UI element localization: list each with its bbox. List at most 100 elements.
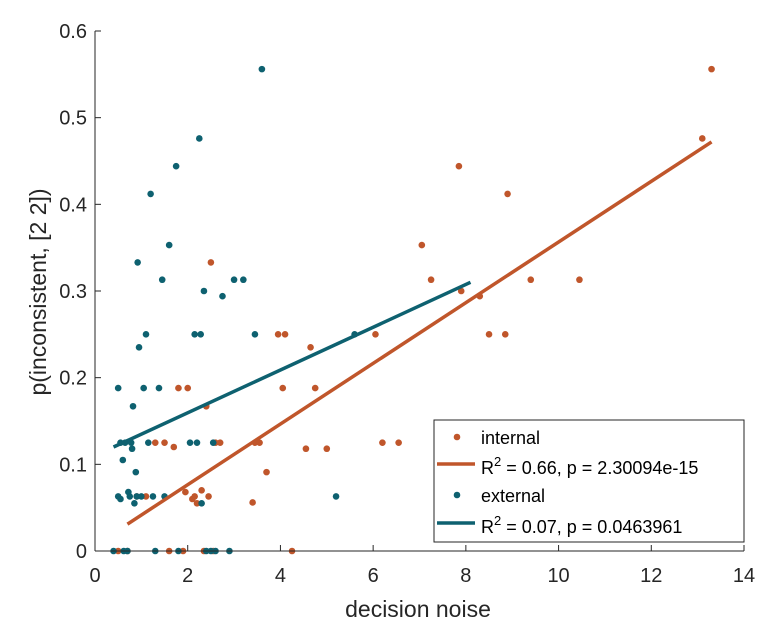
internal-point — [274, 331, 282, 338]
internal-point — [216, 439, 224, 446]
internal-point — [175, 384, 182, 392]
internal-point — [323, 445, 331, 453]
x-axis-label: decision noise — [345, 596, 491, 622]
legend: internal R2 = 0.66, p = 2.30094e-15 exte… — [433, 419, 745, 543]
axes: 0 2 4 6 8 10 12 14 0 0.1 0.2 0.3 0.4 0.5 0.6 — [59, 21, 755, 587]
x-tick-label: 6 — [368, 565, 379, 587]
legend-internal-label: internal — [481, 428, 540, 448]
external-point — [155, 384, 163, 392]
external-point — [126, 493, 134, 500]
external-series — [110, 65, 358, 555]
internal-point — [198, 487, 205, 494]
internal-point — [457, 287, 465, 295]
x-tick-label: 2 — [182, 565, 193, 587]
internal-point — [307, 344, 314, 351]
legend-internal-marker — [453, 433, 461, 441]
internal-fit-line — [126, 140, 713, 526]
x-tick-label: 10 — [547, 565, 569, 587]
internal-point — [256, 439, 263, 446]
legend-external-marker — [453, 491, 461, 499]
internal-point — [708, 65, 715, 73]
internal-point — [279, 384, 287, 392]
external-point — [149, 493, 157, 500]
y-axis-label: p(inconsistent, [2 2]) — [25, 188, 51, 395]
internal-point — [249, 499, 256, 506]
internal-point — [311, 384, 319, 392]
external-point — [219, 292, 226, 300]
y-tick-label: 0.1 — [59, 454, 87, 476]
external-point — [186, 439, 194, 446]
internal-point — [302, 445, 310, 453]
legend-external-fit-prefix: R — [481, 517, 494, 537]
internal-point — [395, 439, 402, 446]
legend-internal-fit-label: R2 = 0.66, p = 2.30094e-15 — [481, 454, 698, 478]
legend-external-fit-stats: = 0.07, p = 0.0463961 — [501, 517, 682, 537]
legend-box — [433, 419, 745, 543]
external-point — [145, 439, 152, 446]
internal-point — [501, 331, 509, 338]
external-point — [258, 65, 266, 73]
external-point — [114, 384, 122, 392]
external-point — [135, 344, 143, 351]
internal-point — [576, 276, 583, 284]
external-point — [240, 276, 247, 284]
external-point — [140, 384, 147, 392]
legend-external-label: external — [481, 486, 545, 506]
internal-point — [207, 259, 215, 266]
y-tick-label: 0.5 — [59, 108, 87, 130]
x-tick-label: 12 — [640, 565, 662, 587]
y-tick-label: 0 — [76, 541, 87, 563]
internal-point — [142, 493, 150, 500]
external-point — [132, 468, 140, 476]
external-point — [196, 135, 203, 142]
external-point — [133, 493, 141, 500]
external-point — [117, 495, 124, 503]
external-point — [142, 331, 150, 338]
internal-point — [527, 276, 535, 284]
external-point — [147, 190, 154, 198]
x-tick-label: 0 — [89, 565, 100, 587]
legend-internal-fit-stats: = 0.66, p = 2.30094e-15 — [501, 458, 698, 478]
external-point — [128, 445, 136, 453]
external-point — [197, 331, 204, 338]
internal-point — [455, 162, 463, 170]
internal-point — [263, 468, 270, 476]
legend-internal-fit-superscript: 2 — [494, 454, 501, 469]
external-point — [251, 331, 259, 338]
external-point — [193, 439, 201, 446]
x-tick-label: 14 — [733, 565, 755, 587]
external-point — [138, 493, 145, 500]
external-point — [209, 439, 217, 446]
internal-point — [191, 493, 198, 500]
legend-external-fit-label: R2 = 0.07, p = 0.0463961 — [481, 513, 682, 537]
legend-external-fit-superscript: 2 — [494, 513, 501, 528]
external-point — [119, 456, 127, 464]
x-tick-label: 8 — [460, 565, 471, 587]
internal-point — [170, 443, 178, 451]
external-fit-line — [112, 280, 472, 449]
external-point — [198, 500, 205, 507]
y-tick-label: 0.6 — [59, 21, 87, 43]
internal-point — [485, 331, 493, 338]
internal-point — [372, 331, 379, 338]
internal-point — [184, 384, 192, 392]
external-point — [134, 259, 141, 266]
internal-point — [151, 439, 159, 446]
external-point — [230, 276, 238, 284]
internal-point — [504, 190, 511, 198]
internal-point — [698, 135, 706, 142]
internal-point — [379, 439, 386, 446]
x-tick-label: 4 — [275, 565, 286, 587]
external-point — [172, 162, 180, 170]
external-point — [165, 241, 173, 249]
internal-point — [418, 241, 426, 249]
internal-point — [182, 488, 189, 496]
external-point — [191, 331, 198, 338]
external-point — [200, 287, 208, 295]
internal-point — [427, 276, 435, 284]
external-point — [129, 402, 137, 410]
external-point — [131, 500, 138, 507]
internal-point — [281, 331, 289, 338]
internal-point — [205, 493, 212, 500]
